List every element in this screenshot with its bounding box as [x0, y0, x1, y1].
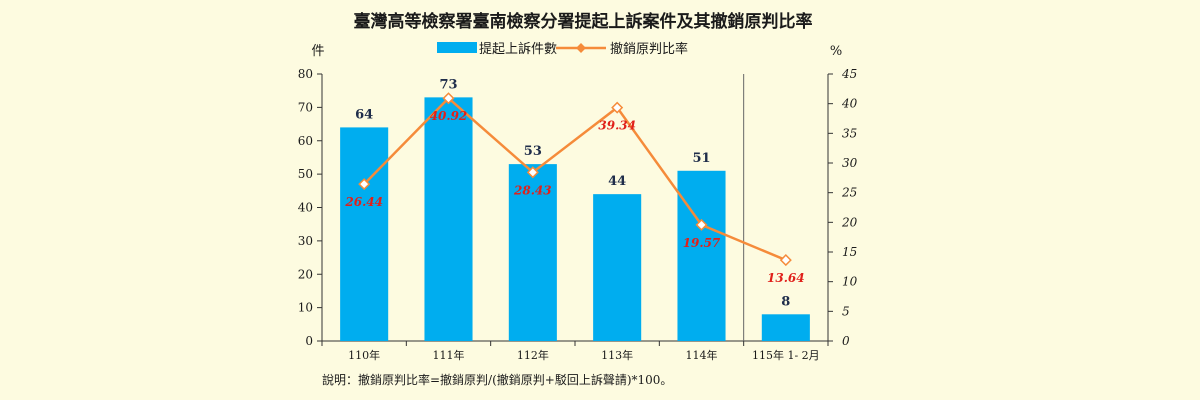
- rate-point: [442, 92, 455, 105]
- left-tick-label: 50: [298, 167, 313, 181]
- bar-value-label: 44: [608, 174, 626, 189]
- plot-area: 0 10 20 30 40 50 60 70 80 0 5 10 15 20 25 30 35 40 45 110年 1…: [298, 67, 858, 362]
- left-tick-label: 30: [298, 234, 313, 248]
- right-tick-label: 10: [842, 275, 858, 289]
- footnote: 說明：撤銷原判比率=撤銷原判/(撤銷原判+駁回上訴聲請)*100。: [322, 372, 672, 387]
- bar: [424, 97, 473, 341]
- right-tick-label: 40: [841, 97, 858, 111]
- bar-value-label: 64: [355, 107, 373, 122]
- bar: [677, 170, 726, 341]
- rate-point: [611, 101, 624, 114]
- bar: [761, 314, 810, 341]
- left-tick-label: 40: [298, 201, 313, 215]
- right-tick-label: 15: [842, 245, 857, 259]
- rate-value-label: 26.44: [344, 195, 383, 209]
- bar: [340, 127, 389, 342]
- rate-point: [526, 166, 539, 179]
- right-tick-label: 45: [841, 67, 857, 81]
- rate-line: [363, 96, 787, 262]
- left-tick-label: 70: [298, 100, 313, 114]
- category-label: 112年: [517, 348, 549, 362]
- right-tick-label: 35: [842, 126, 857, 140]
- left-axis-unit: 件: [311, 44, 324, 59]
- rate-point: [695, 218, 708, 231]
- legend-bar-swatch: [437, 42, 477, 53]
- right-axis-unit: %: [830, 44, 842, 59]
- left-tick-label: 0: [305, 334, 313, 348]
- category-label: 113年: [601, 348, 633, 362]
- right-tick-label: 25: [841, 186, 857, 200]
- right-tick-label: 30: [842, 156, 858, 170]
- bar-value-label: 73: [439, 77, 457, 92]
- bar: [593, 194, 642, 341]
- category-label: 110年: [348, 348, 380, 362]
- chart-title: 臺灣高等檢察署臺南檢察分署提起上訴案件及其撤銷原判比率: [354, 11, 813, 32]
- bar-value-label: 8: [781, 294, 790, 309]
- rate-value-label: 40.92: [430, 109, 468, 123]
- rate-value-label: 28.43: [513, 183, 552, 197]
- category-label: 114年: [686, 348, 718, 362]
- left-tick-label: 60: [298, 134, 313, 148]
- legend-line-marker: [576, 43, 586, 53]
- left-tick-label: 20: [298, 267, 313, 281]
- bar: [508, 164, 557, 341]
- right-tick-label: 20: [841, 215, 858, 229]
- right-tick-label: 5: [842, 304, 850, 318]
- category-label: 111年: [433, 348, 465, 362]
- rate-point: [779, 254, 792, 267]
- rate-value-label: 13.64: [767, 271, 805, 285]
- bar-value-label: 53: [524, 144, 542, 159]
- rate-value-label: 19.57: [683, 236, 721, 250]
- left-tick-label: 10: [298, 301, 313, 315]
- legend-bar-label: 提起上訴件數: [479, 41, 557, 57]
- left-tick-label: 80: [298, 67, 313, 81]
- legend-line-label: 撤銷原判比率: [610, 41, 688, 57]
- legend: 提起上訴件數 撤銷原判比率: [437, 41, 688, 57]
- right-tick-label: 0: [842, 334, 850, 348]
- rate-value-label: 39.34: [598, 119, 636, 133]
- bar-value-label: 51: [692, 151, 710, 166]
- rate-point: [358, 178, 371, 191]
- category-label: 115年 1- 2月: [752, 348, 820, 362]
